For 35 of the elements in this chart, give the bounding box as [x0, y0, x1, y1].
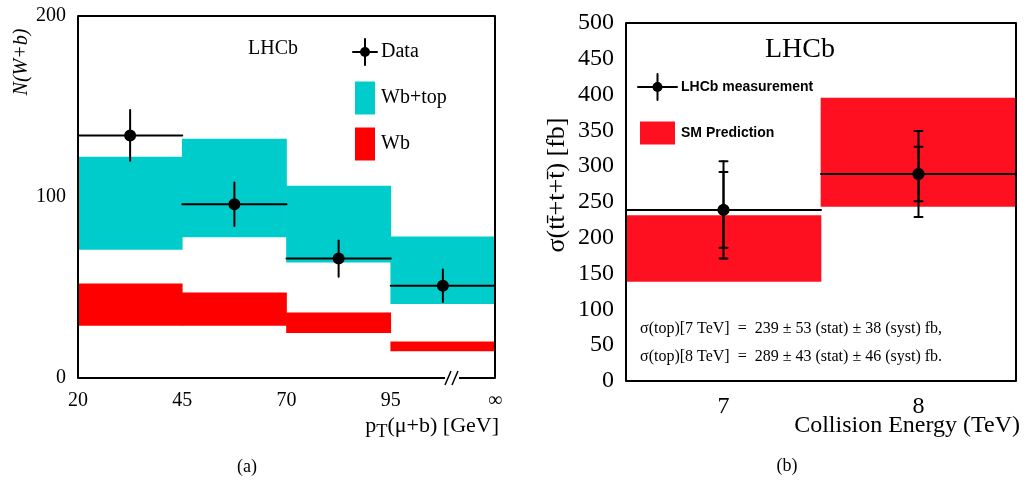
y-tick-label: 0	[56, 365, 66, 388]
y-tick-label: 300	[578, 151, 614, 178]
legend-label: Wb	[381, 131, 410, 154]
x-axis-title: p$_{T}$(μ+b) [GeV]	[365, 412, 499, 442]
annotation: σ(top)[7 TeV] = 239 ± 53 (stat) ± 38 (syst) fb,	[640, 319, 943, 336]
y-tick-label: 450	[578, 44, 614, 71]
x-tick-label: 8	[912, 391, 925, 418]
y-tick-label: 100	[578, 294, 614, 321]
x-tick-label: 70	[276, 388, 297, 411]
annotation: LHCb	[248, 36, 298, 58]
y-tick-label: 50	[590, 330, 614, 357]
text: (a)	[237, 456, 257, 476]
legend-label: Wb+top	[381, 85, 447, 109]
y-tick-label: 200	[578, 223, 614, 250]
y-tick-label: 150	[578, 258, 614, 285]
legend-label: SM Prediction	[681, 123, 775, 140]
legend-label: Data	[381, 39, 419, 62]
y-tick-label: 100	[36, 184, 66, 207]
x-tick-label: 95	[380, 388, 401, 411]
y-tick-label: 0	[602, 366, 614, 393]
x-tick-label: ∞	[487, 388, 503, 411]
y-tick-label: 400	[578, 79, 614, 106]
y-axis-title: σ(tt̄+t+t̄) [fb]	[541, 117, 570, 253]
x-tick-label: 7	[717, 391, 730, 418]
text: (b)	[776, 455, 798, 475]
annotation: σ(top)[8 TeV] = 289 ± 43 (stat) ± 46 (syst) fb.	[640, 347, 943, 364]
y-tick-label: 500	[578, 8, 614, 35]
legend-label: LHCb measurement	[681, 77, 814, 94]
x-tick-label: 45	[172, 388, 193, 411]
y-axis-title: N(W+b)	[9, 28, 31, 96]
x-tick-label: 20	[68, 388, 88, 411]
annotation: LHCb	[765, 32, 835, 63]
y-tick-label: 350	[578, 115, 614, 142]
y-tick-label: 200	[36, 3, 66, 26]
y-tick-label: 250	[578, 187, 614, 214]
